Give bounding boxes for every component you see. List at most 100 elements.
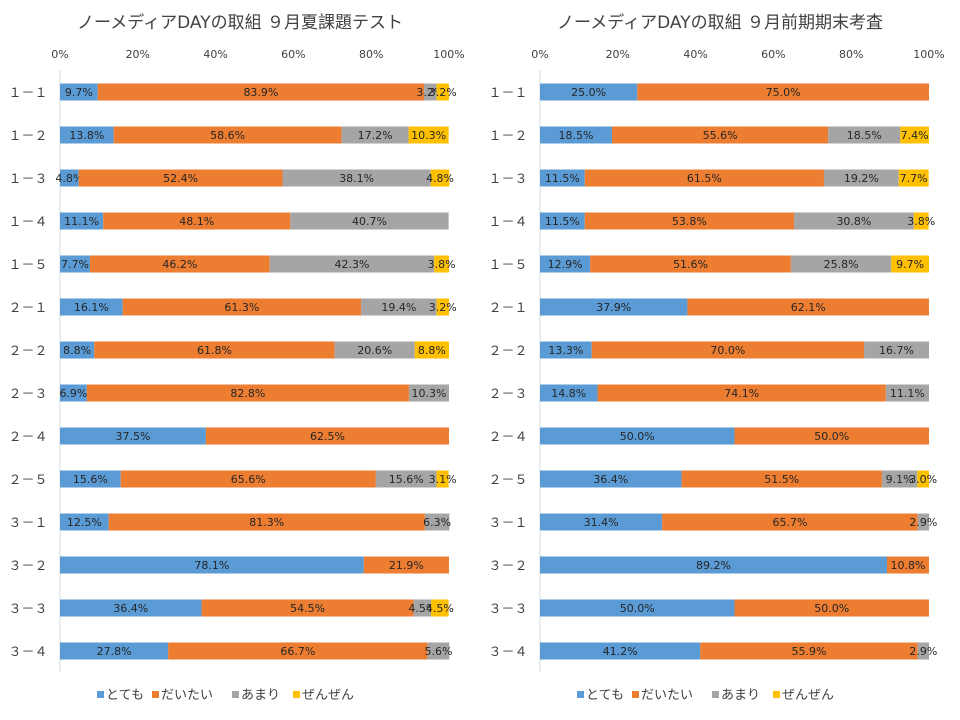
bar-segment	[734, 599, 929, 617]
bar-segment	[341, 126, 409, 144]
category-label: ２－５	[488, 473, 527, 488]
bar-segment	[597, 384, 886, 402]
bar-segment	[60, 599, 202, 617]
bar-segment	[540, 384, 598, 402]
data-label: 62.1%	[791, 301, 826, 314]
data-label: 3.1%	[429, 473, 457, 486]
data-label: 16.1%	[74, 301, 109, 314]
data-label: 82.8%	[230, 387, 265, 400]
legend-label: とても	[586, 688, 624, 703]
category-label: ３－２	[8, 559, 47, 574]
chart-term-exam: ノーメディアDAYの取組 ９月前期期末考査 0% 20% 40% 60% 80% 100% １…	[488, 12, 944, 703]
data-label: 27.8%	[97, 645, 132, 658]
data-label: 42.3%	[334, 258, 369, 271]
data-label: 17.2%	[358, 129, 393, 142]
bar-segment	[681, 470, 882, 488]
bar-segment	[60, 169, 79, 187]
data-label: 20.6%	[357, 344, 392, 357]
bar-segment	[60, 83, 98, 101]
data-label: 9.1%	[886, 473, 914, 486]
data-label: 13.3%	[548, 344, 583, 357]
bar-segment	[201, 599, 414, 617]
data-label: 11.1%	[64, 215, 99, 228]
bar-segment	[431, 599, 449, 617]
category-label: ３－１	[488, 516, 527, 531]
bar-segment	[886, 556, 929, 574]
bar-segment	[917, 642, 929, 660]
bar-segment	[540, 212, 585, 230]
data-label: 62.5%	[310, 430, 345, 443]
bar-segment	[584, 169, 824, 187]
bar-segment	[540, 470, 682, 488]
data-label: 6.3%	[423, 516, 451, 529]
data-label: 83.9%	[243, 86, 278, 99]
category-label: ２－３	[488, 387, 527, 402]
data-label: 11.5%	[545, 172, 580, 185]
bar-segment	[864, 341, 929, 359]
bar-segment	[540, 169, 585, 187]
bar-segment	[794, 212, 914, 230]
bar-segment	[427, 642, 450, 660]
data-label: 50.0%	[620, 430, 655, 443]
data-label: 36.4%	[593, 473, 628, 486]
category-label: １－３	[8, 172, 47, 187]
data-label: 37.9%	[596, 301, 631, 314]
data-label: 74.1%	[724, 387, 759, 400]
category-label: ２－１	[8, 301, 47, 316]
data-label: 4.5%	[408, 602, 436, 615]
bar-segment	[734, 427, 929, 445]
bar-segment	[687, 298, 929, 316]
bar-segment	[60, 556, 364, 574]
category-label: １－１	[488, 86, 527, 101]
bar-segment	[168, 642, 428, 660]
data-label: 55.6%	[703, 129, 738, 142]
data-label: 3.2%	[429, 86, 457, 99]
bar-segment	[891, 255, 929, 273]
category-label: １－２	[488, 129, 527, 144]
bar-segment	[540, 298, 688, 316]
data-label: 12.9%	[548, 258, 583, 271]
bar-segment	[282, 169, 431, 187]
data-label: 9.7%	[65, 86, 93, 99]
bar-segment	[917, 513, 929, 531]
data-label: 18.5%	[847, 129, 882, 142]
data-label: 65.7%	[772, 516, 807, 529]
bar-segment	[913, 212, 929, 230]
bar-segment	[700, 642, 918, 660]
data-label: 38.1%	[339, 172, 374, 185]
data-label: 15.6%	[73, 473, 108, 486]
category-label: １－１	[8, 86, 47, 101]
bar-segment	[436, 298, 449, 316]
x-tick-label: 80%	[839, 48, 863, 61]
data-label: 11.5%	[545, 215, 580, 228]
bar-segment	[823, 169, 899, 187]
chart-summer-test: ノーメディアDAYの取組 ９月夏課題テスト 0% 20% 40% 60% 80% 100% １…	[8, 12, 464, 703]
data-label: 8.8%	[63, 344, 91, 357]
bar-segment	[103, 212, 291, 230]
bar-segment	[591, 341, 865, 359]
bar-segment	[361, 298, 437, 316]
x-tick-label: 60%	[281, 48, 305, 61]
data-label: 50.0%	[814, 430, 849, 443]
bar-segment	[611, 126, 829, 144]
legend-swatch	[97, 691, 104, 698]
x-tick-label: 0%	[531, 48, 548, 61]
legend-swatch	[712, 691, 719, 698]
data-label: 3.0%	[909, 473, 937, 486]
bar-segment	[590, 255, 791, 273]
legend-label: あまり	[241, 688, 280, 703]
data-label: 50.0%	[814, 602, 849, 615]
bar-segment	[334, 341, 415, 359]
bar-segment	[97, 83, 425, 101]
bar-segment	[790, 255, 892, 273]
data-label: 48.1%	[179, 215, 214, 228]
bar-segment	[60, 384, 87, 402]
category-label: ２－１	[488, 301, 527, 316]
bar-segment	[540, 341, 592, 359]
category-label: ３－２	[488, 559, 527, 574]
bar-segment	[434, 255, 449, 273]
x-tick-label: 40%	[683, 48, 707, 61]
bar-segment	[828, 126, 901, 144]
data-label: 55.9%	[792, 645, 827, 658]
bar-segment	[436, 470, 449, 488]
